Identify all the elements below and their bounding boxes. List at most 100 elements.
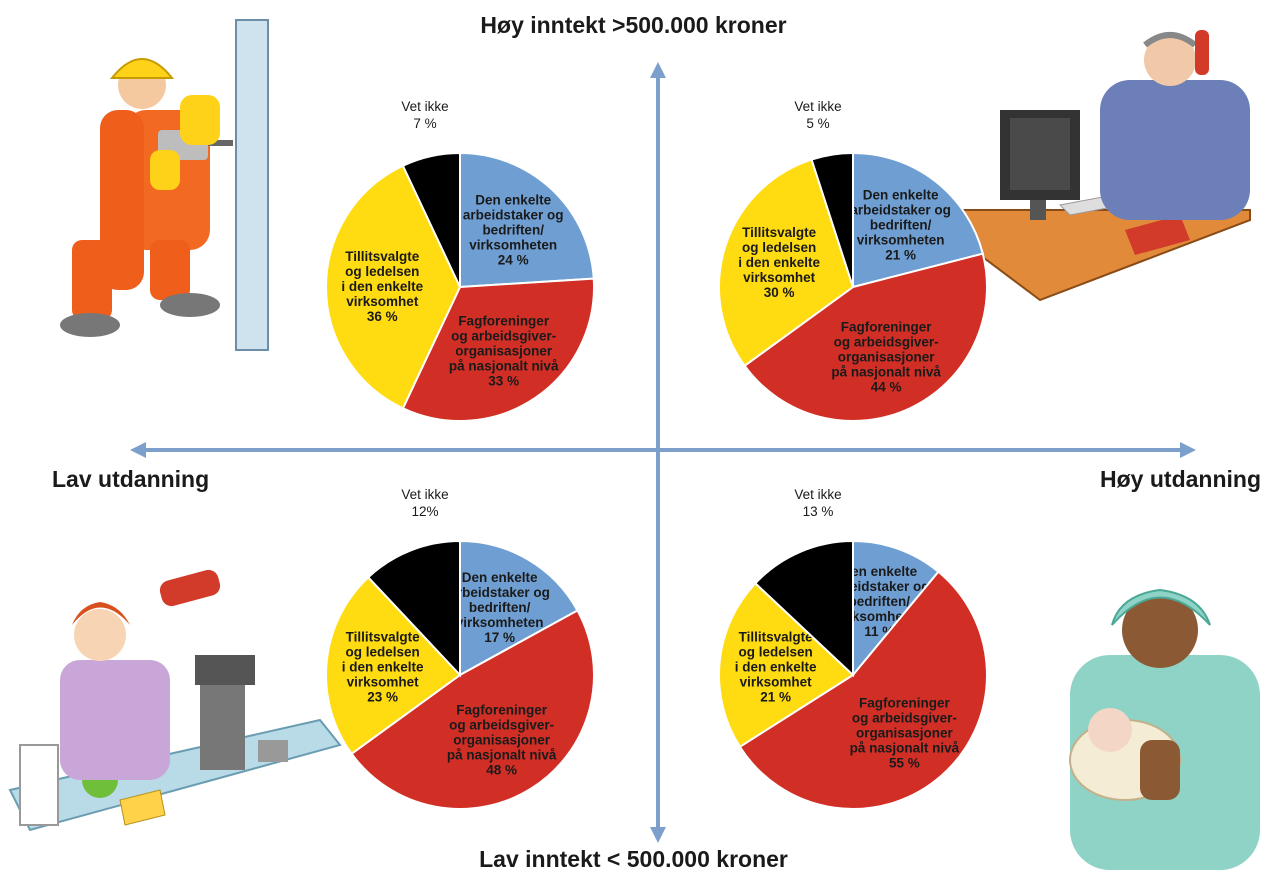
pie-4-label-unknown-line-2: 13 %: [803, 504, 834, 519]
axis-label-left: Lav utdanning: [52, 466, 210, 492]
pie-1-label-local: Tillitsvalgte og ledelsen i den enkelte vir…: [341, 249, 423, 324]
pie-4-label-local-line-2: og ledelsen: [738, 645, 812, 660]
pie-1-label-unknown-line-1: Vet ikke: [401, 99, 448, 114]
pie-4-label-national-line-2: og arbeidsgiver-: [852, 710, 957, 725]
pie-1-label-local-line-5: 36 %: [367, 309, 398, 324]
pie-3-label-national-line-3: organisasjoner: [453, 733, 551, 748]
pie-3-label-employee-line-3: bedriften/: [469, 600, 531, 615]
pie-2-label-employee: Den enkelte arbeidstaker og bedriften/virk…: [850, 188, 951, 263]
pie-3-label-national-line-1: Fagforeninger: [456, 703, 548, 718]
pie-2-label-local-line-5: 30 %: [764, 285, 795, 300]
axis-label-top: Høy inntekt >500.000 kroner: [480, 12, 787, 38]
pie-2-label-employee-line-1: Den enkelte: [863, 188, 939, 203]
pie-3-label-employee-line-1: Den enkelte: [462, 570, 538, 585]
pie-3-label-employee: Den enkelte arbeidstaker og bedriften/virk…: [449, 570, 550, 645]
pie-2-label-national-line-5: 44 %: [871, 379, 902, 394]
pie-4-label-national: Fagforeninger og arbeidsgiver-organisasjo…: [850, 695, 960, 770]
pie-chart-1: Den enkelte arbeidstaker og bedriften/virk…: [324, 99, 595, 422]
pie-chart-3: Den enkelte arbeidstaker og bedriften/virk…: [325, 487, 596, 811]
pie-4-label-employee: Den enkelte arbeidstaker og bedriften/virk…: [829, 564, 930, 639]
pie-1-label-local-line-1: Tillitsvalgte: [345, 249, 420, 264]
pie-1-slice-national: [401, 277, 595, 422]
pie-4-slice-unknown: [753, 539, 854, 678]
pie-4-label-local-line-1: Tillitsvalgte: [739, 630, 814, 645]
pie-1-label-local-line-4: virksomhet: [346, 294, 419, 309]
pie-2-label-national: Fagforeninger og arbeidsgiver-organisasjo…: [831, 319, 941, 394]
pie-2-slice-national: [743, 252, 988, 422]
pie-4-label-national-line-1: Fagforeninger: [859, 695, 951, 710]
axis-label-right: Høy utdanning: [1100, 466, 1261, 492]
pie-2-slice-employee: [852, 151, 985, 289]
pie-1-label-unknown-line-2: 7 %: [413, 116, 436, 131]
pie-1-label-employee-line-1: Den enkelte: [475, 192, 551, 207]
pie-3-label-local: Tillitsvalgte og ledelsen i den enkelte vir…: [342, 630, 424, 705]
pie-3-label-local-line-3: i den enkelte: [342, 660, 424, 675]
pie-2-label-national-line-3: organisasjoner: [838, 349, 936, 364]
pie-3-slice-unknown: [366, 539, 461, 678]
pie-2-label-local-line-1: Tillitsvalgte: [742, 225, 817, 240]
pie-4-label-local-line-3: i den enkelte: [735, 660, 817, 675]
pie-3-label-employee-line-2: arbeidstaker og: [449, 585, 550, 600]
pie-4-label-local-line-5: 21 %: [760, 690, 791, 705]
pie-1-label-local-line-2: og ledelsen: [345, 264, 419, 279]
pie-3-label-national-line-2: og arbeidsgiver-: [449, 718, 554, 733]
pie-1-label-national-line-5: 33 %: [488, 373, 519, 388]
pie-4-label-employee-line-3: bedriften/: [849, 594, 911, 609]
pie-2-slice-local: [718, 158, 855, 368]
pie-2-label-local: Tillitsvalgte og ledelsen i den enkelte vir…: [738, 225, 820, 300]
pie-3-label-unknown-line-2: 12%: [411, 504, 438, 519]
pie-2-label-employee-line-3: bedriften/: [870, 218, 932, 233]
pie-charts: Den enkelte arbeidstaker og bedriften/virk…: [324, 99, 988, 811]
pie-2-label-local-line-4: virksomhet: [743, 270, 816, 285]
pie-3-label-national: Fagforeninger og arbeidsgiver-organisasjo…: [447, 703, 557, 778]
pie-3-label-employee-line-4: virksomheten: [456, 615, 544, 630]
cashier-icon: [8, 569, 342, 832]
axis-label-bottom: Lav inntekt < 500.000 kroner: [479, 846, 788, 872]
construction-worker-icon: [60, 19, 269, 351]
pie-1-slice-employee: [459, 151, 595, 289]
pie-1-label-employee-line-2: arbeidstaker og: [463, 207, 564, 222]
pie-2-label-national-line-2: og arbeidsgiver-: [834, 334, 939, 349]
pie-2-label-unknown-line-1: Vet ikke: [794, 99, 841, 114]
pie-1-slice-unknown: [401, 151, 461, 288]
pie-4-label-employee-line-1: Den enkelte: [841, 564, 917, 579]
pie-4-label-unknown-line-1: Vet ikke: [794, 487, 841, 502]
office-worker-icon: [959, 30, 1251, 302]
pie-2-label-local-line-2: og ledelsen: [742, 240, 816, 255]
pie-3-label-unknown: Vet ikke 12%: [401, 487, 448, 519]
pie-1-label-national-line-4: på nasjonalt nivå: [449, 358, 559, 373]
pie-chart-4: Den enkelte arbeidstaker og bedriften/virk…: [718, 487, 988, 810]
pie-2-slice-unknown: [810, 151, 854, 288]
pie-1-label-national-line-2: og arbeidsgiver-: [451, 328, 556, 343]
pie-3-slice-national: [350, 609, 596, 811]
pie-2-label-employee-line-2: arbeidstaker og: [850, 203, 951, 218]
pie-4-label-employee-line-2: arbeidstaker og: [829, 579, 930, 594]
pie-1-label-national: Fagforeninger og arbeidsgiver-organisasjo…: [449, 313, 559, 388]
pie-1-label-national-line-3: organisasjoner: [455, 343, 553, 358]
pie-1-label-employee-line-3: bedriften/: [482, 222, 544, 237]
pie-1-label-national-line-1: Fagforeninger: [458, 313, 550, 328]
pie-4-label-national-line-3: organisasjoner: [856, 725, 954, 740]
pie-1-label-local-line-3: i den enkelte: [341, 279, 423, 294]
pie-4-slice-local: [718, 581, 855, 749]
pie-3-label-unknown-line-1: Vet ikke: [401, 487, 448, 502]
pie-chart-2: Den enkelte arbeidstaker og bedriften/virk…: [718, 99, 988, 422]
pie-2-label-national-line-1: Fagforeninger: [841, 319, 933, 334]
pie-1-label-employee-line-4: virksomheten: [469, 237, 557, 252]
pie-1-label-unknown: Vet ikke 7 %: [401, 99, 448, 131]
pie-2-label-national-line-4: på nasjonalt nivå: [831, 364, 941, 379]
pie-4-label-national-line-5: 55 %: [889, 755, 920, 770]
pie-4-label-unknown: Vet ikke 13 %: [794, 487, 841, 519]
pie-3-label-local-line-2: og ledelsen: [345, 645, 419, 660]
pie-3-label-employee-line-5: 17 %: [484, 630, 515, 645]
pie-1-label-employee-line-5: 24 %: [498, 252, 529, 267]
pie-4-label-national-line-4: på nasjonalt nivå: [850, 740, 960, 755]
pie-1-slice-local: [324, 164, 462, 410]
nurse-icon: [1069, 588, 1260, 870]
pie-3-label-local-line-1: Tillitsvalgte: [346, 630, 421, 645]
pie-2-label-unknown: Vet ikke 5 %: [794, 99, 841, 131]
pie-4-label-local-line-4: virksomhet: [740, 675, 813, 690]
pie-3-label-local-line-4: virksomhet: [347, 675, 420, 690]
